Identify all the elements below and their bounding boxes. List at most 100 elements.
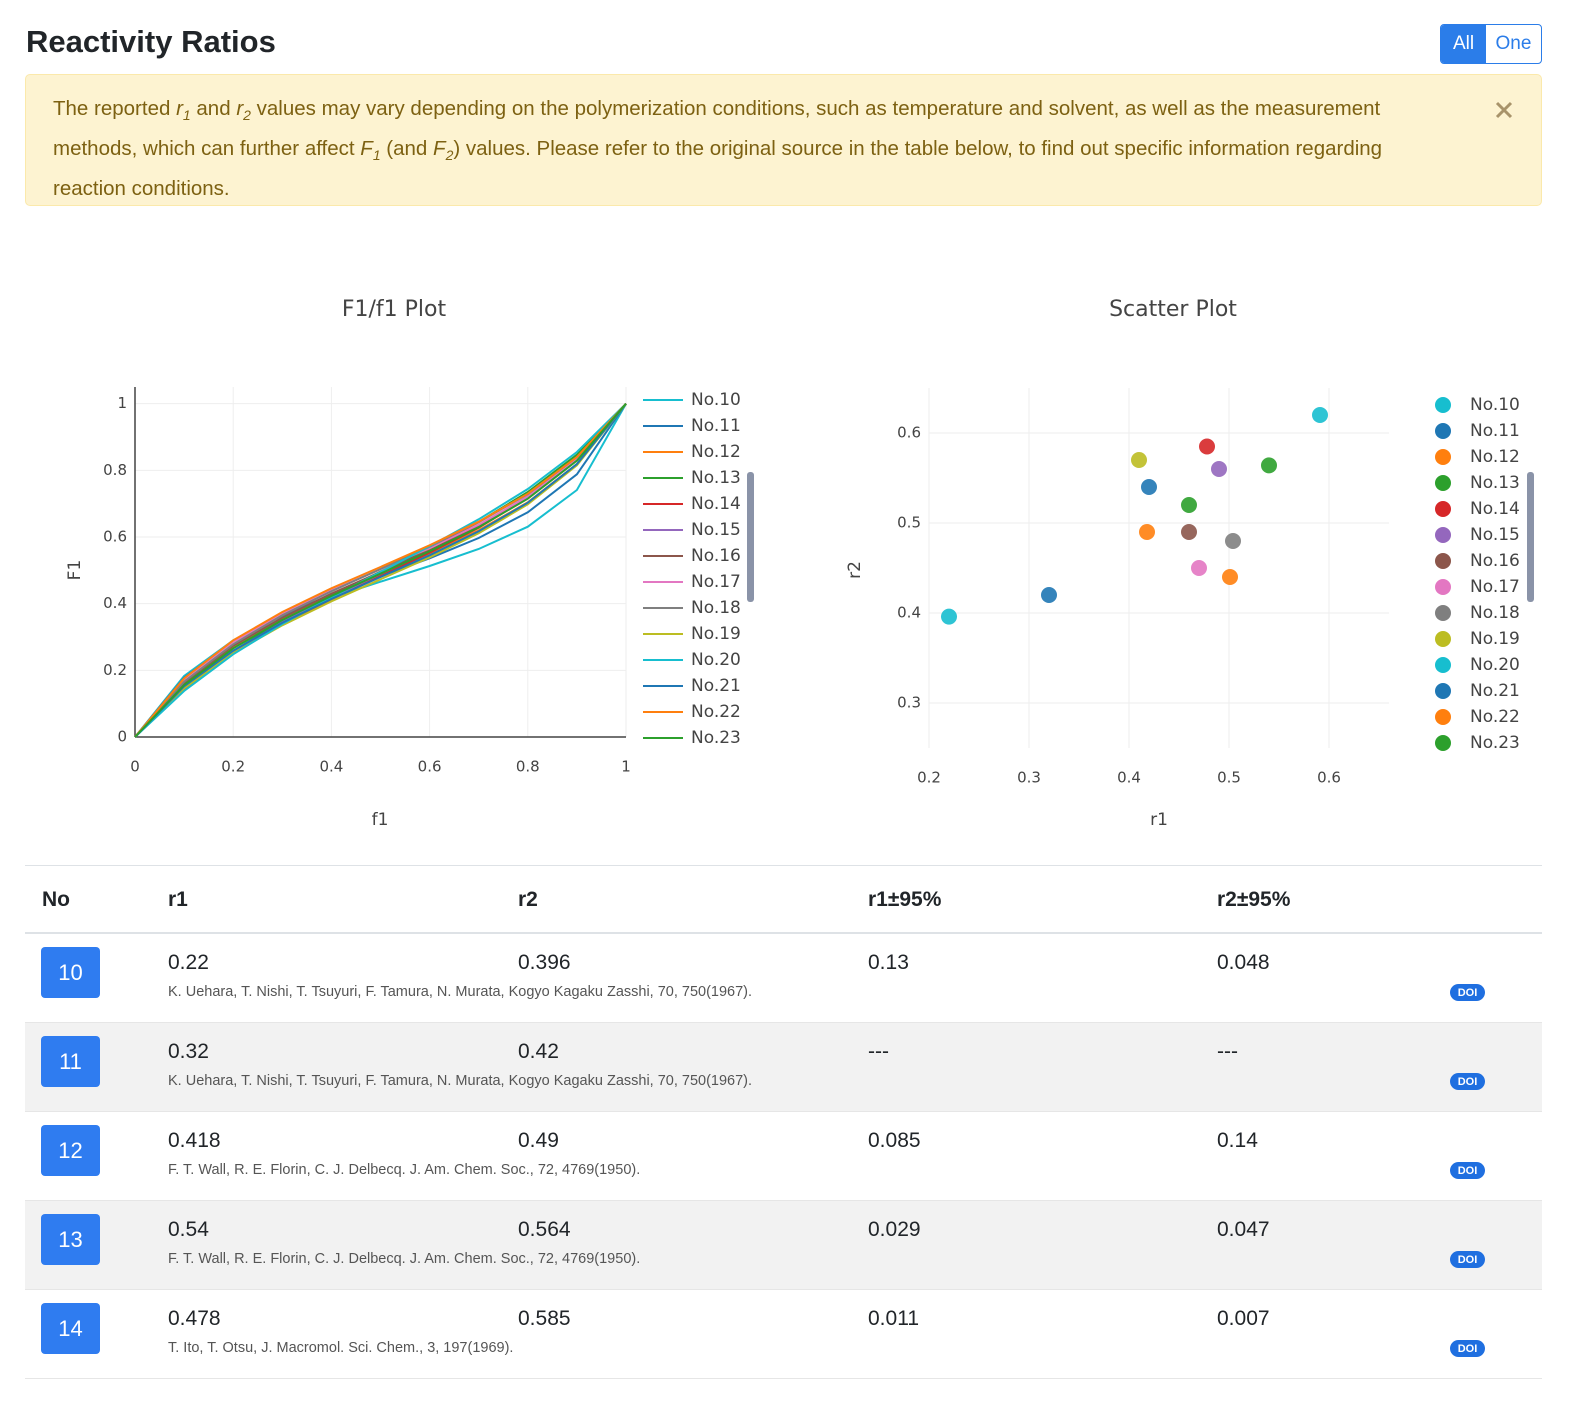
scatter-point (1222, 569, 1238, 585)
legend-swatch (1435, 735, 1451, 751)
legend-label: No.10 (691, 390, 741, 410)
doi-badge[interactable]: DOI (1450, 1251, 1485, 1268)
legend-label: No.20 (1470, 655, 1520, 675)
y-axis-title: r2 (845, 561, 865, 579)
legend-swatch (1435, 709, 1451, 725)
y-tick-label: 0 (117, 728, 127, 746)
legend-label: No.12 (1470, 447, 1520, 467)
row-number-button[interactable]: 10 (41, 947, 100, 998)
table-cell: 0.22 (168, 951, 209, 974)
alert: The reported r1 and r2 values may vary d… (25, 74, 1542, 206)
legend-swatch (1435, 501, 1451, 517)
table-row: 13 0.54 0.564 0.029 0.047 F. T. Wall, R. E. F… (25, 1201, 1542, 1290)
reference: K. Uehara, T. Nishi, T. Tsuyuri, F. Tamu… (168, 984, 753, 1000)
x-tick-label: 0.2 (221, 758, 245, 776)
legend-label: No.23 (691, 728, 741, 748)
legend-label: No.14 (1470, 499, 1520, 519)
legend-label: No.16 (691, 546, 741, 566)
table-cell: 0.49 (518, 1129, 559, 1152)
x-tick-label: 0.4 (1117, 769, 1141, 787)
legend-swatch (1435, 631, 1451, 647)
legend-label: No.22 (691, 702, 741, 722)
y-tick-label: 0.8 (103, 461, 127, 479)
doi-badge[interactable]: DOI (1450, 1073, 1485, 1090)
toggle-one[interactable]: One (1495, 33, 1532, 54)
legend-label: No.20 (691, 650, 741, 670)
legend-swatch (1435, 449, 1451, 465)
legend-swatch (1435, 579, 1451, 595)
legend-label: No.21 (1470, 681, 1520, 701)
series-line (134, 403, 627, 738)
series-line (134, 403, 627, 738)
x-tick-label: 0.8 (516, 758, 540, 776)
legend-label: No.15 (691, 520, 741, 540)
close-icon (1495, 101, 1513, 119)
x-tick-label: 0.6 (418, 758, 442, 776)
alert-part: 1 (182, 107, 191, 124)
x-tick-label: 0.6 (1317, 769, 1341, 787)
alert-part: F (360, 137, 373, 161)
scatter-point (1181, 497, 1197, 513)
scatter-point (1191, 560, 1207, 576)
row-number-button[interactable]: 11 (41, 1036, 100, 1087)
alert-part: The reported (53, 97, 177, 120)
table-cell: 0.14 (1217, 1129, 1258, 1152)
alert-part: ) values. Please refer to the original s… (53, 137, 1383, 201)
doi-badge[interactable]: DOI (1450, 1340, 1485, 1357)
alert-close[interactable] (1495, 101, 1513, 119)
x-axis-title: r1 (1150, 810, 1168, 830)
table-cell: 0.418 (168, 1129, 221, 1152)
row-number-button[interactable]: 12 (41, 1125, 100, 1176)
chart-title: Scatter Plot (1109, 297, 1237, 322)
alert-part: and (190, 97, 237, 120)
scatter-point (1225, 533, 1241, 549)
y-tick-label: 0.5 (897, 514, 921, 532)
legend-swatch (1435, 397, 1451, 413)
table-cell: 0.029 (868, 1218, 921, 1241)
reference: T. Ito, T. Otsu, J. Macromol. Sci. Chem.… (168, 1340, 514, 1356)
y-tick-label: 0.6 (103, 528, 127, 546)
table-cell: 0.54 (168, 1218, 209, 1241)
legend-label: No.21 (691, 676, 741, 696)
row-number-button[interactable]: 13 (41, 1214, 100, 1265)
view-toggle: All One (1440, 24, 1542, 64)
legend-label: No.23 (1470, 733, 1520, 753)
scatter-point (1041, 587, 1057, 603)
alert-part: (and (380, 137, 434, 161)
table-row: 14 0.478 0.585 0.011 0.007 T. Ito, T. Otsu, J… (25, 1290, 1542, 1379)
table-row: 12 0.418 0.49 0.085 0.14 F. T. Wall, R. E. Fl… (25, 1112, 1542, 1201)
scatter-point (941, 608, 957, 625)
table-cell: 0.047 (1217, 1218, 1270, 1241)
legend-label: No.17 (1470, 577, 1520, 597)
chart-title: F1/f1 Plot (342, 297, 447, 322)
toggle-all[interactable]: All (1441, 25, 1486, 63)
legend-scrollbar[interactable] (1527, 472, 1534, 602)
alert-text: The reported r1 and r2 values may vary d… (53, 92, 1453, 205)
legend-label: No.19 (691, 624, 741, 644)
row-number-button[interactable]: 14 (41, 1303, 100, 1354)
table-cell: 0.32 (168, 1040, 209, 1063)
table-cell: 0.42 (518, 1040, 559, 1063)
legend-swatch (1435, 475, 1451, 491)
legend-label: No.22 (1470, 707, 1520, 727)
scatter-point (1261, 457, 1277, 474)
table-cell: 0.564 (518, 1218, 571, 1241)
table-cell: 0.585 (518, 1307, 571, 1330)
table-cell: 0.396 (518, 951, 571, 974)
doi-badge[interactable]: DOI (1450, 984, 1485, 1001)
scatter-point (1131, 452, 1147, 468)
legend-label: No.11 (691, 416, 741, 436)
legend-label: No.15 (1470, 525, 1520, 545)
alert-part: 1 (372, 147, 381, 164)
table-cell: --- (868, 1040, 889, 1063)
x-tick-label: 0 (130, 758, 140, 776)
legend-label: No.10 (1470, 395, 1520, 415)
scatter-point (1181, 524, 1197, 540)
doi-badge[interactable]: DOI (1450, 1162, 1485, 1179)
alert-part: r (176, 97, 183, 120)
legend-scrollbar[interactable] (747, 472, 754, 602)
x-axis-title: f1 (372, 810, 389, 830)
table-row: 11 0.32 0.42 --- --- K. Uehara, T. Nishi, T. … (25, 1023, 1542, 1112)
column-header: r2 (518, 888, 538, 911)
